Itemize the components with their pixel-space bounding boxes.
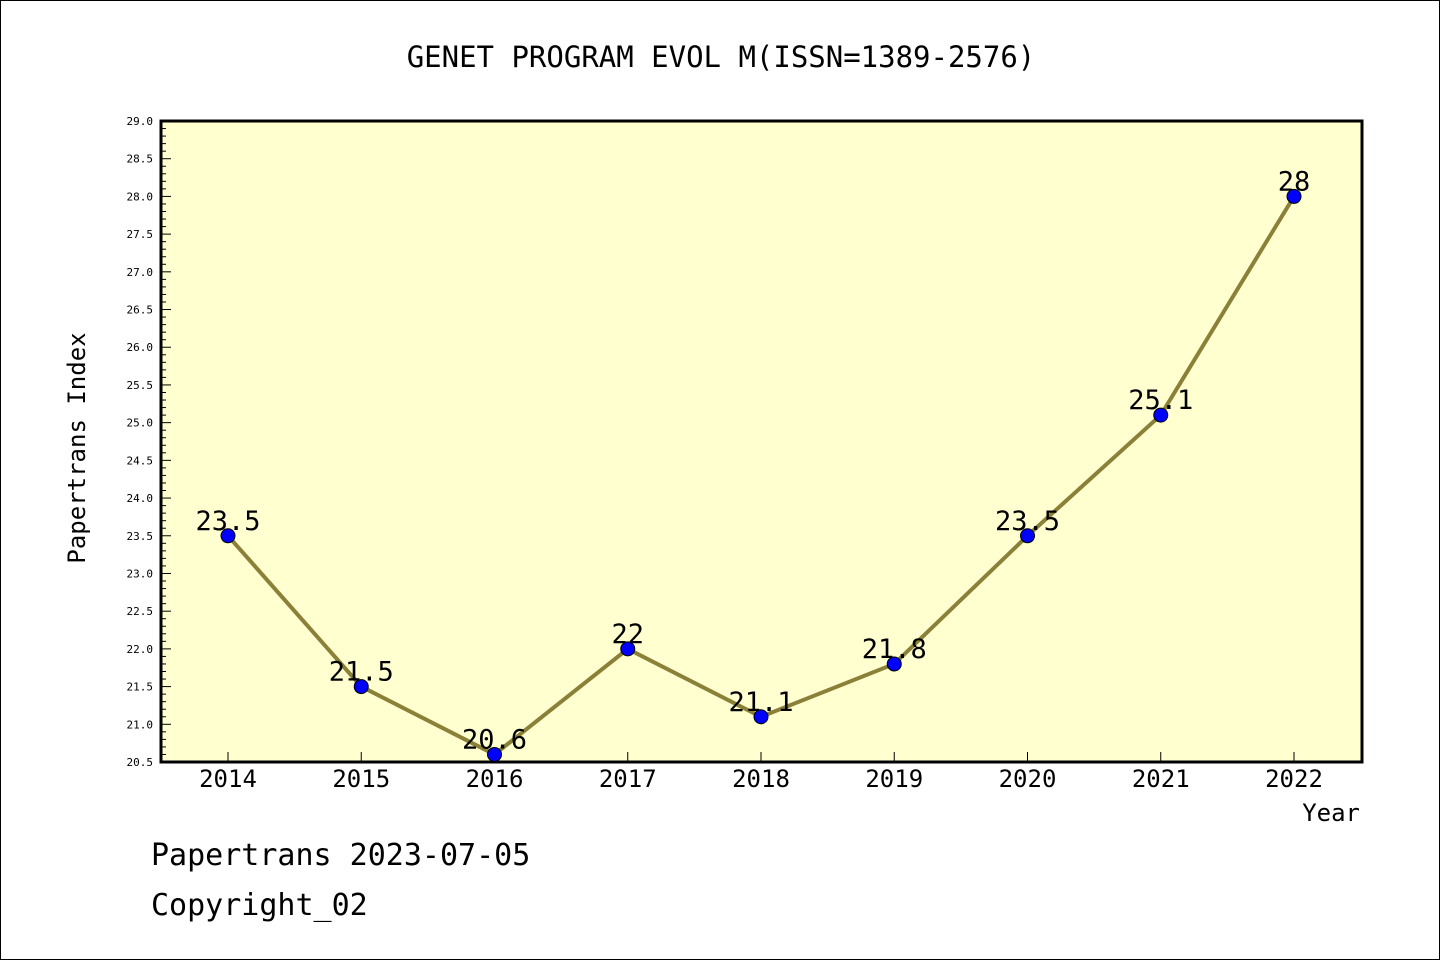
x-tick-label: 2018 <box>732 765 790 793</box>
y-tick-label: 27.0 <box>127 266 154 279</box>
y-tick-label: 22.0 <box>127 643 154 656</box>
x-tick-label: 2017 <box>599 765 657 793</box>
y-tick-label: 25.5 <box>127 379 154 392</box>
x-axis-label: Year <box>1302 799 1360 827</box>
data-point <box>886 656 902 672</box>
x-tick-label: 2014 <box>199 765 257 793</box>
chart-title: GENET PROGRAM EVOL M(ISSN=1389-2576) <box>407 40 1036 74</box>
x-tick-label: 2021 <box>1132 765 1190 793</box>
data-point <box>1153 407 1169 423</box>
y-tick-label: 21.5 <box>127 681 154 694</box>
plot-area <box>159 119 1364 764</box>
data-point <box>620 641 636 657</box>
y-tick-label: 22.5 <box>127 605 154 618</box>
x-tick-label: 2015 <box>332 765 390 793</box>
data-label: 21.5 <box>329 657 394 688</box>
footer-date: Papertrans 2023-07-05 <box>151 838 530 873</box>
data-point <box>1286 188 1302 204</box>
data-label: 21.1 <box>728 687 793 718</box>
y-tick-label: 24.0 <box>127 492 154 505</box>
x-tick-label: 2016 <box>466 765 524 793</box>
data-markers <box>220 188 1302 762</box>
footer-copyright: Copyright_02 <box>151 888 368 923</box>
y-tick-label: 29.0 <box>127 115 154 128</box>
data-label: 20.6 <box>462 724 527 755</box>
y-tick-label: 26.5 <box>127 304 154 317</box>
x-tick-label: 2022 <box>1265 765 1323 793</box>
y-tick-label: 23.5 <box>127 530 154 543</box>
data-label: 22 <box>611 619 644 650</box>
data-point <box>753 709 769 725</box>
x-axis-ticks: 2014 2015 2016 2017 2018 2019 2020 2021 2022 <box>199 752 1323 793</box>
data-point <box>487 746 502 762</box>
y-tick-label: 28.0 <box>127 190 154 203</box>
y-axis-label: Papertrans Index <box>63 332 91 563</box>
y-tick-label: 24.5 <box>127 454 154 467</box>
data-labels: 23.5 21.5 20.6 22 21.1 21.8 23.5 25.1 28 <box>195 166 1310 755</box>
x-tick-label: 2020 <box>999 765 1057 793</box>
data-label: 28 <box>1278 166 1311 197</box>
y-tick-label: 21.0 <box>127 718 154 731</box>
y-tick-label: 25.0 <box>127 417 154 430</box>
data-point <box>1020 528 1035 544</box>
y-tick-label: 20.5 <box>127 756 154 769</box>
y-tick-label: 23.0 <box>127 567 154 580</box>
data-point <box>353 679 369 695</box>
y-tick-label: 28.5 <box>127 153 154 166</box>
data-label: 25.1 <box>1128 385 1193 416</box>
x-tick-label: 2019 <box>865 765 923 793</box>
data-label: 23.5 <box>195 506 260 537</box>
y-tick-label: 27.5 <box>127 228 154 241</box>
data-point <box>220 528 236 544</box>
y-tick-label: 26.0 <box>127 341 154 354</box>
data-label: 23.5 <box>995 506 1060 537</box>
y-axis-ticks: 20.5 21.0 21.5 22.0 22.5 23.0 23.5 24.0 24.5 25.0… <box>127 115 171 769</box>
data-label: 21.8 <box>862 634 927 665</box>
